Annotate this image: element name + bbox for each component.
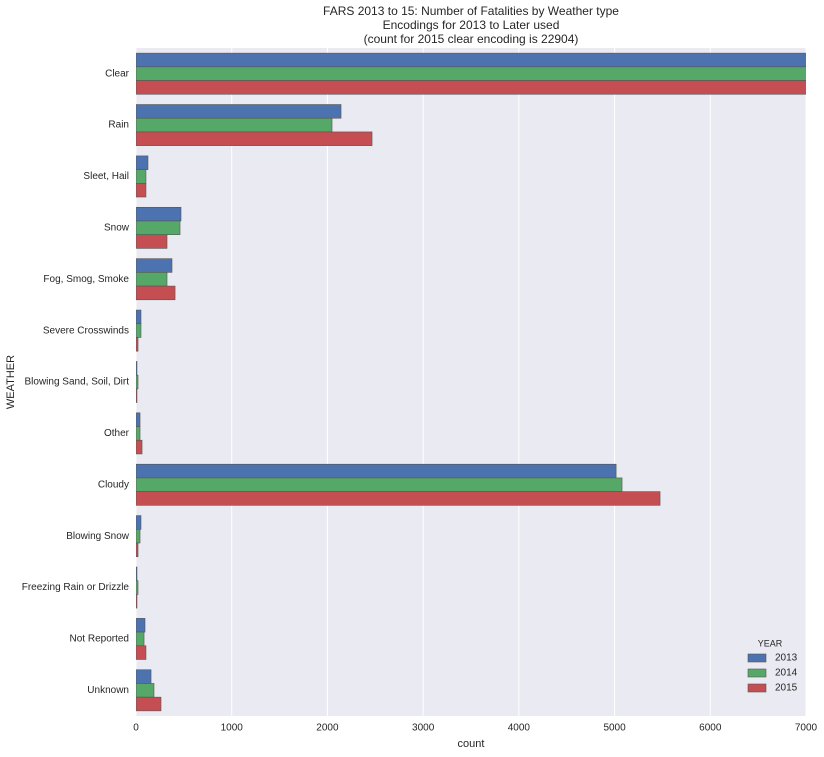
bar	[136, 80, 806, 95]
bar	[136, 645, 147, 660]
y-tick-label: Clear	[105, 68, 130, 79]
y-tick-label: Freezing Rain or Drizzle	[22, 582, 130, 593]
bar	[136, 234, 168, 249]
bar	[136, 117, 333, 133]
bar	[136, 683, 155, 698]
x-tick-label: 6000	[699, 723, 722, 734]
y-tick-label: Fog, Smog, Smoke	[43, 274, 129, 285]
bar	[136, 594, 138, 609]
bar	[136, 529, 141, 544]
bar	[136, 272, 168, 287]
bar	[136, 169, 147, 184]
legend-label: 2015	[775, 683, 798, 694]
y-axis-label: WEATHER	[5, 355, 17, 409]
plot-background	[136, 48, 806, 716]
bar	[136, 155, 149, 170]
chart-title: FARS 2013 to 15: Number of Fatalities by…	[323, 4, 619, 18]
bar	[136, 52, 806, 68]
bar	[136, 515, 142, 530]
x-tick-label: 5000	[603, 723, 626, 734]
bar	[136, 696, 162, 712]
bar	[136, 412, 141, 427]
x-tick-label: 4000	[508, 723, 531, 734]
bar	[136, 618, 146, 633]
bar	[136, 491, 661, 506]
y-tick-label: Other	[104, 428, 130, 439]
legend-label: 2013	[775, 653, 798, 664]
legend-swatch	[747, 668, 767, 678]
bar	[136, 580, 139, 595]
y-tick-label: Blowing Sand, Soil, Dirt	[25, 377, 130, 388]
bar	[136, 337, 139, 352]
bar	[136, 477, 623, 492]
bar	[136, 66, 806, 81]
legend-label: 2014	[775, 668, 798, 679]
y-tick-label: Blowing Snow	[66, 531, 130, 542]
x-tick-label: 2000	[316, 723, 339, 734]
bar	[136, 323, 142, 338]
x-tick-label: 1000	[221, 723, 244, 734]
bar	[136, 285, 176, 301]
bar	[136, 566, 138, 581]
bar	[136, 183, 147, 198]
y-tick-label: Rain	[108, 120, 129, 131]
chart-title: (count for 2015 clear encoding is 22904)	[364, 32, 579, 46]
bars	[136, 52, 806, 712]
bar	[136, 131, 373, 146]
bar	[136, 439, 143, 455]
x-tick-label: 7000	[795, 723, 818, 734]
bar	[136, 206, 182, 222]
legend-swatch	[747, 653, 767, 663]
bar	[136, 309, 142, 325]
y-tick-label: Not Reported	[70, 634, 129, 645]
grid	[135, 48, 807, 716]
y-tick-label: Unknown	[87, 685, 129, 696]
bar	[136, 426, 141, 441]
y-tick-label: Cloudy	[98, 479, 129, 490]
y-tick-label: Snow	[104, 222, 130, 233]
bar	[136, 374, 139, 390]
bar	[136, 631, 145, 647]
bar	[136, 388, 138, 403]
x-tick-label: 0	[133, 723, 139, 734]
legend-title: YEAR	[758, 638, 783, 648]
bar	[136, 669, 152, 684]
chart-title: Encodings for 2013 to Later used	[383, 18, 560, 32]
bar	[136, 220, 181, 235]
bar	[136, 258, 173, 273]
bar	[136, 104, 342, 119]
x-tick-label: 3000	[412, 723, 435, 734]
legend-swatch	[747, 683, 767, 693]
bar	[136, 542, 139, 558]
y-tick-label: Sleet, Hail	[83, 171, 129, 182]
bar	[136, 463, 617, 479]
y-tick-label: Severe Crosswinds	[43, 325, 129, 336]
x-axis-label: count	[458, 738, 485, 750]
bar	[136, 361, 138, 376]
